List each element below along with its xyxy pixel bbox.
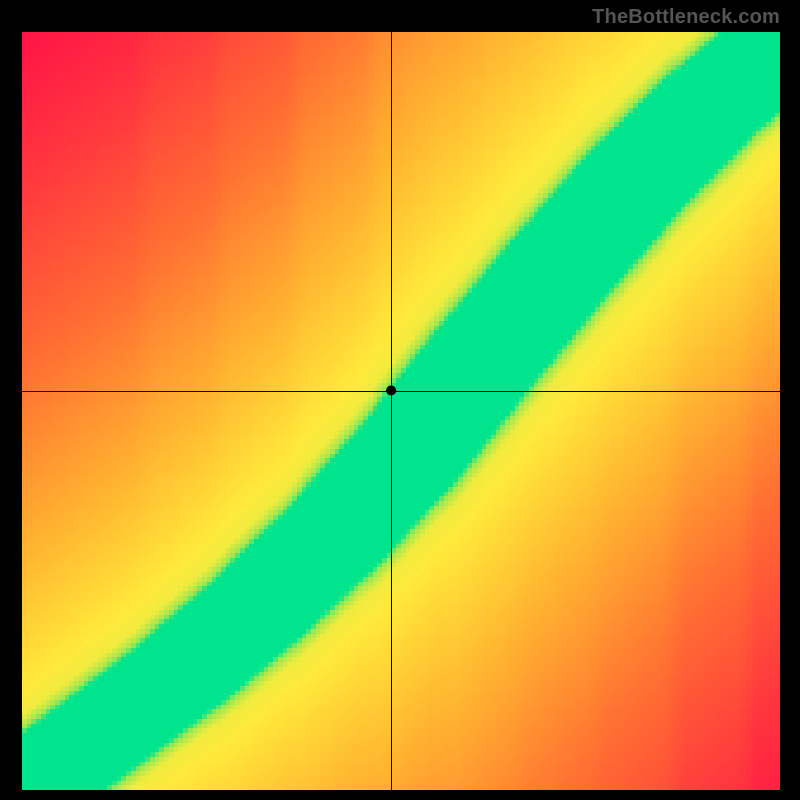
watermark-text: TheBottleneck.com xyxy=(592,6,780,29)
bottleneck-heatmap xyxy=(22,32,780,790)
